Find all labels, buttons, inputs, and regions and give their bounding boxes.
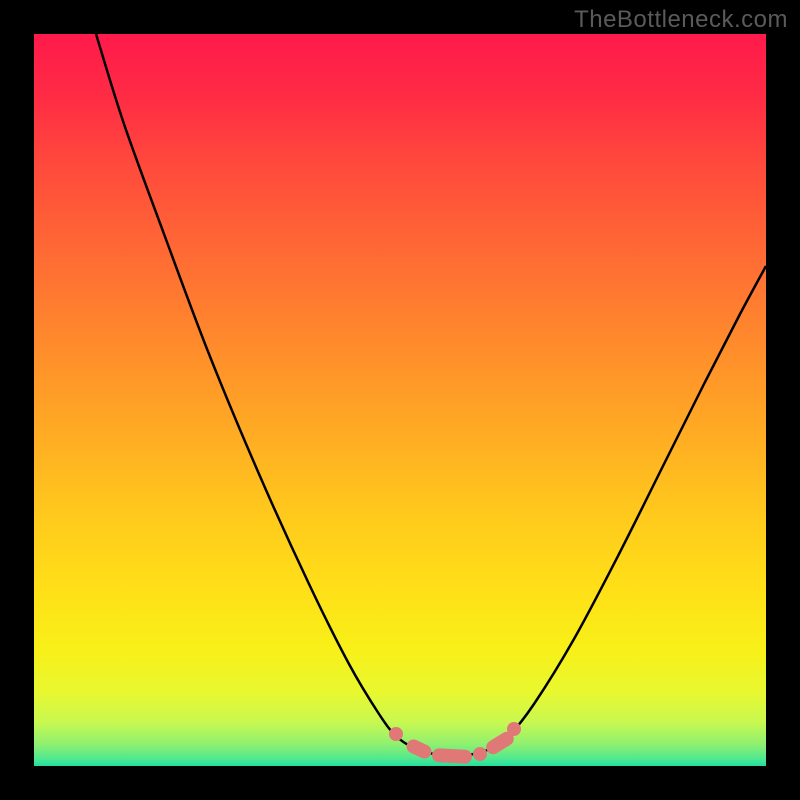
marker-dot bbox=[507, 722, 521, 736]
marker-capsule bbox=[404, 737, 433, 761]
curve-layer bbox=[34, 34, 766, 766]
marker-dot bbox=[389, 727, 403, 741]
marker-capsule bbox=[432, 748, 473, 764]
marker-dot bbox=[473, 747, 487, 761]
v-curve-path bbox=[96, 34, 766, 756]
chart-root: TheBottleneck.com bbox=[0, 0, 800, 800]
watermark-text: TheBottleneck.com bbox=[574, 6, 788, 34]
trough-markers bbox=[389, 722, 521, 764]
plot-area bbox=[34, 34, 766, 766]
